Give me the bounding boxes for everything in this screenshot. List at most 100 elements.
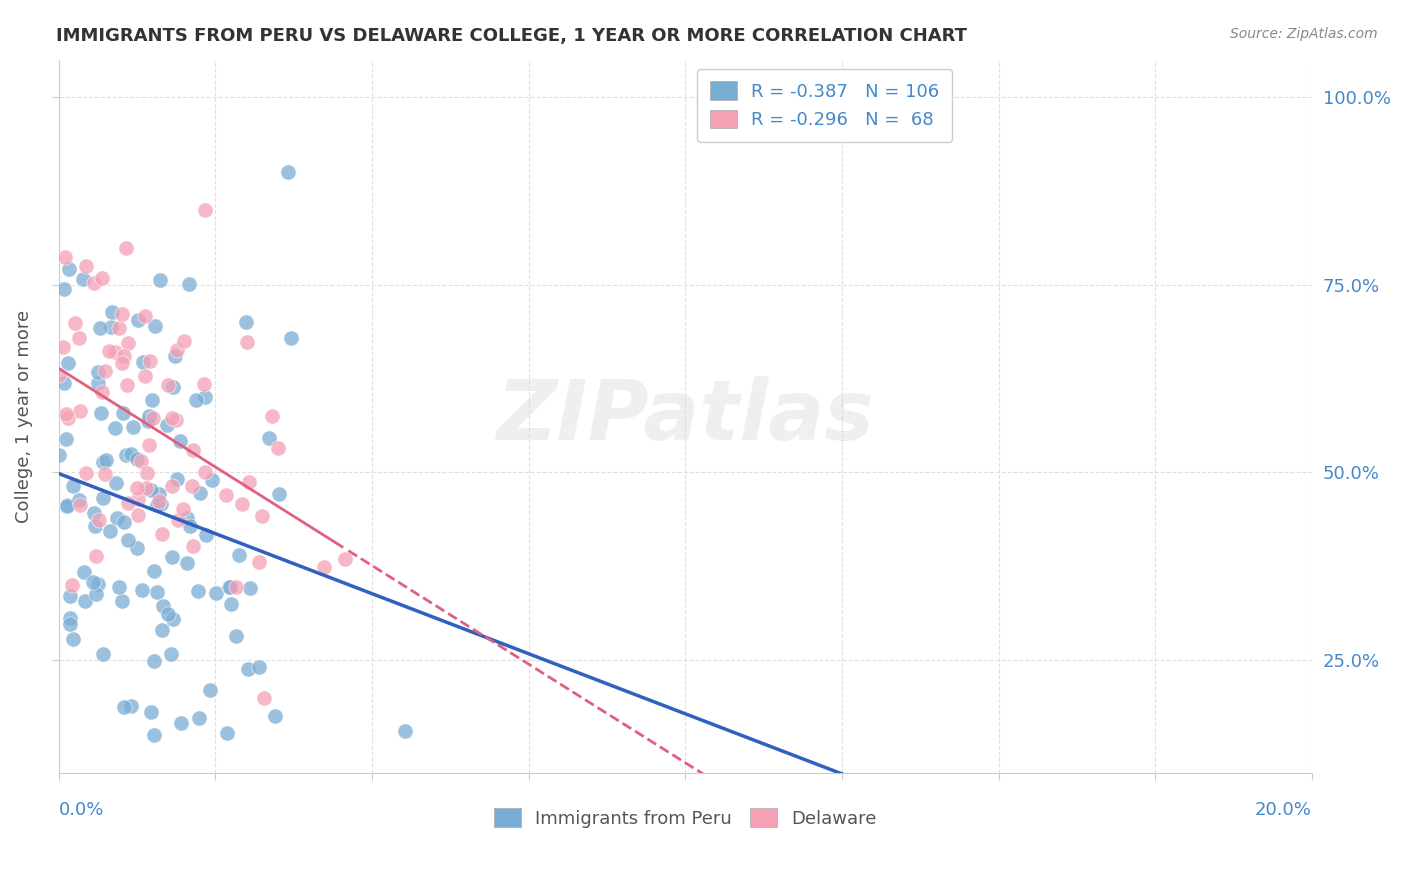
Text: 20.0%: 20.0% xyxy=(1256,801,1312,819)
Point xyxy=(218,580,240,594)
Point xyxy=(176,556,198,570)
Point xyxy=(131,582,153,597)
Point xyxy=(112,349,135,363)
Point xyxy=(121,447,143,461)
Point xyxy=(143,728,166,742)
Point xyxy=(75,594,97,608)
Text: 0.0%: 0.0% xyxy=(59,801,104,819)
Point xyxy=(150,527,173,541)
Point xyxy=(107,580,129,594)
Point xyxy=(100,319,122,334)
Point xyxy=(238,475,260,489)
Point xyxy=(236,662,259,676)
Point xyxy=(157,377,180,392)
Point xyxy=(58,262,80,277)
Point xyxy=(90,406,112,420)
Point xyxy=(94,467,117,481)
Point xyxy=(108,321,131,335)
Point xyxy=(187,583,209,598)
Point xyxy=(122,419,145,434)
Point xyxy=(75,466,97,480)
Point xyxy=(188,711,211,725)
Point xyxy=(193,377,215,392)
Point xyxy=(247,555,270,569)
Point xyxy=(141,705,163,719)
Point xyxy=(127,541,149,555)
Point xyxy=(56,498,79,512)
Point xyxy=(157,607,180,621)
Point xyxy=(142,411,165,425)
Point xyxy=(56,356,79,370)
Point xyxy=(105,511,128,525)
Point xyxy=(59,589,82,603)
Point xyxy=(160,647,183,661)
Point xyxy=(91,491,114,506)
Point xyxy=(239,581,262,595)
Point xyxy=(152,599,174,613)
Point xyxy=(148,273,170,287)
Point xyxy=(117,495,139,509)
Point xyxy=(146,585,169,599)
Point xyxy=(127,452,149,467)
Point xyxy=(253,690,276,705)
Point xyxy=(162,411,184,425)
Point xyxy=(112,406,135,420)
Point xyxy=(163,349,186,363)
Point xyxy=(184,392,207,407)
Point xyxy=(104,345,127,359)
Point xyxy=(280,331,302,345)
Point xyxy=(143,564,166,578)
Point xyxy=(65,316,87,330)
Point xyxy=(87,376,110,390)
Text: ZIPatlas: ZIPatlas xyxy=(496,376,875,457)
Point xyxy=(55,251,77,265)
Point xyxy=(52,340,75,354)
Point xyxy=(134,369,156,384)
Point xyxy=(111,356,134,370)
Point xyxy=(120,699,142,714)
Point xyxy=(117,378,139,392)
Point xyxy=(87,576,110,591)
Point xyxy=(194,390,217,404)
Point xyxy=(205,586,228,600)
Point xyxy=(219,580,242,594)
Point xyxy=(104,421,127,435)
Point xyxy=(176,510,198,524)
Point xyxy=(162,380,184,394)
Point xyxy=(181,539,204,553)
Point xyxy=(201,473,224,487)
Point xyxy=(48,368,70,382)
Point xyxy=(127,481,149,495)
Point xyxy=(131,454,153,468)
Point xyxy=(314,560,336,574)
Point xyxy=(59,610,82,624)
Point xyxy=(117,335,139,350)
Point xyxy=(150,623,173,637)
Text: IMMIGRANTS FROM PERU VS DELAWARE COLLEGE, 1 YEAR OR MORE CORRELATION CHART: IMMIGRANTS FROM PERU VS DELAWARE COLLEGE… xyxy=(56,27,967,45)
Point xyxy=(198,682,221,697)
Point xyxy=(75,259,97,273)
Point xyxy=(83,506,105,520)
Point xyxy=(169,434,191,449)
Point xyxy=(91,647,114,661)
Point xyxy=(111,594,134,608)
Text: Source: ZipAtlas.com: Source: ZipAtlas.com xyxy=(1230,27,1378,41)
Point xyxy=(62,478,84,492)
Point xyxy=(55,407,77,421)
Point xyxy=(127,508,149,523)
Point xyxy=(94,452,117,467)
Point xyxy=(132,355,155,369)
Point xyxy=(166,343,188,358)
Point xyxy=(62,632,84,647)
Point xyxy=(235,334,257,349)
Point xyxy=(141,392,163,407)
Point xyxy=(139,354,162,368)
Point xyxy=(219,597,242,611)
Point xyxy=(215,488,238,502)
Point xyxy=(117,533,139,547)
Point xyxy=(138,409,160,424)
Point xyxy=(235,315,257,329)
Point xyxy=(231,497,253,511)
Point xyxy=(269,487,291,501)
Point xyxy=(87,365,110,379)
